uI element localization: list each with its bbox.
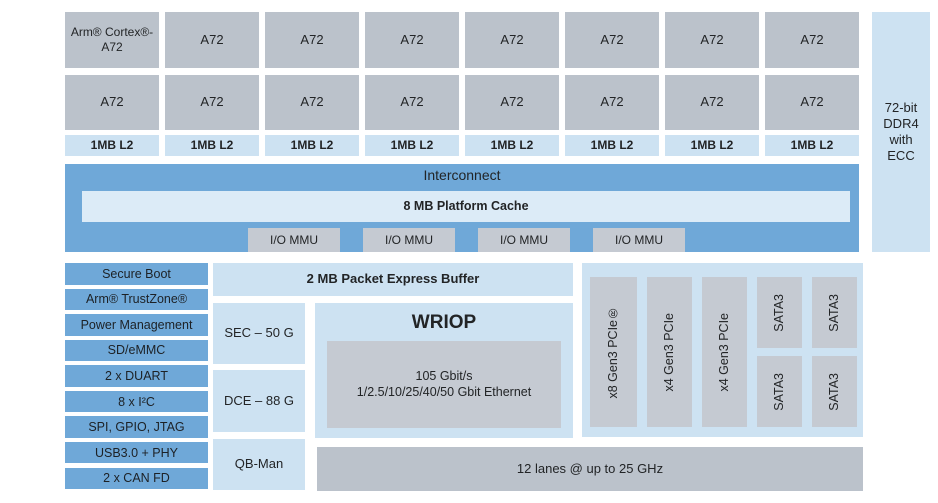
peripheral-usb3-phy: USB3.0 + PHY [65,441,208,464]
l2-cache-label: 1MB L2 [565,135,659,156]
sata-label: SATA3 [826,372,841,411]
iommu-box: I/O MMU [363,228,455,252]
peripheral-duart: 2 x DUART [65,365,208,387]
sata-box: SATA3 [812,356,857,427]
cpu-core-box: A72 [365,75,459,130]
cpu-core-box: A72 [465,12,559,68]
l2-cache-label: 1MB L2 [665,135,759,156]
pcie-x4-box: x4 Gen3 PCIe [647,277,692,427]
l2-cache-label: 1MB L2 [165,135,259,156]
peripheral-i2c: 8 x I²C [65,390,208,413]
cpu-core-box: A72 [765,75,859,130]
dce-accelerator-box: DCE – 88 G [213,370,305,432]
cpu-core-box: A72 [265,75,359,130]
l2-cache-label: 1MB L2 [65,135,159,156]
sata-box: SATA3 [757,356,802,427]
cpu-core-box: A72 [365,12,459,68]
platform-cache-box: 8 MB Platform Cache [82,191,850,222]
peripheral-can-fd: 2 x CAN FD [65,467,208,489]
cpu-core-box: A72 [565,75,659,130]
sata-box: SATA3 [757,277,802,348]
cpu-core-box: A72 [665,12,759,68]
pcie-x4-label: x4 Gen3 PCIe [716,312,731,392]
qbman-box: QB-Man [213,439,305,490]
l2-cache-label: 1MB L2 [365,135,459,156]
ddr4-memory-block: 72-bit DDR4 with ECC [872,12,930,252]
sata-box: SATA3 [812,277,857,348]
l2-cache-label: 1MB L2 [265,135,359,156]
cpu-core-box: A72 [265,12,359,68]
packet-express-buffer: 2 MB Packet Express Buffer [213,263,573,296]
wriop-block: WRIOP 105 Gbit/s 1/2.5/10/25/40/50 Gbit … [315,303,573,438]
serdes-lanes-band: 12 lanes @ up to 25 GHz [317,447,863,491]
peripheral-spi-gpio-jtag: SPI, GPIO, JTAG [65,416,208,438]
pcie-sata-island: x8 Gen3 PCIe® x4 Gen3 PCIe x4 Gen3 PCIe … [582,263,863,437]
cpu-core-box: A72 [665,75,759,130]
pcie-x8-label: x8 Gen3 PCIe® [605,305,620,399]
iommu-box: I/O MMU [248,228,340,252]
cpu-core-box: A72 [465,75,559,130]
cpu-core-box: A72 [565,12,659,68]
pcie-x4-box: x4 Gen3 PCIe [702,277,747,427]
wriop-ethernet-rates: 1/2.5/10/25/40/50 Gbit Ethernet [356,384,532,399]
peripheral-power-management: Power Management [65,314,208,336]
l2-cache-label: 1MB L2 [765,135,859,156]
cpu-core-box: A72 [165,75,259,130]
cpu-core-box: Arm® Cortex®-A72 [65,12,159,68]
wriop-ethernet-box: 105 Gbit/s 1/2.5/10/25/40/50 Gbit Ethern… [327,341,561,428]
iommu-box: I/O MMU [478,228,570,252]
interconnect-band: Interconnect 8 MB Platform Cache I/O MMU… [65,164,859,252]
peripheral-secure-boot: Secure Boot [65,263,208,285]
cpu-core-box: A72 [65,75,159,130]
pcie-x8-box: x8 Gen3 PCIe® [590,277,637,427]
peripheral-sd-emmc: SD/eMMC [65,339,208,362]
sata-label: SATA3 [771,372,786,411]
cpu-core-box: A72 [765,12,859,68]
sata-label: SATA3 [826,293,841,332]
l2-cache-label: 1MB L2 [465,135,559,156]
pcie-x4-label: x4 Gen3 PCIe [661,312,676,392]
interconnect-label: Interconnect [423,167,501,183]
peripheral-trustzone: Arm® TrustZone® [65,288,208,311]
sata-label: SATA3 [771,293,786,332]
wriop-throughput: 105 Gbit/s [415,368,473,383]
peripheral-column: Secure Boot Arm® TrustZone® Power Manage… [65,263,208,489]
sec-accelerator-box: SEC – 50 G [213,303,305,364]
cpu-core-box: A72 [165,12,259,68]
iommu-box: I/O MMU [593,228,685,252]
wriop-title: WRIOP [411,312,477,333]
